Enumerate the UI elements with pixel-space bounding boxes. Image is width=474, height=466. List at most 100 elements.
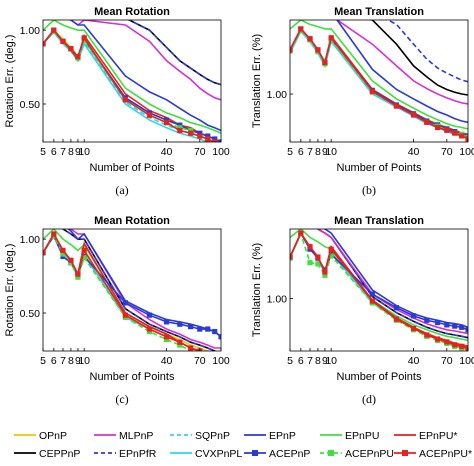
data-point xyxy=(435,336,441,342)
axes-frame xyxy=(42,19,222,143)
series-line-acepnpu-star xyxy=(290,27,468,140)
data-point xyxy=(452,130,458,136)
legend-item-epnpfr: EPnPfR xyxy=(94,448,157,460)
data-point xyxy=(328,35,334,41)
series-group xyxy=(290,229,468,351)
x-tick-label: 40 xyxy=(408,146,420,158)
series-line-epnpu xyxy=(290,229,468,342)
data-point xyxy=(369,291,375,297)
series-line-epnp xyxy=(323,229,468,329)
data-point xyxy=(410,325,417,332)
panel-caption: (d) xyxy=(362,392,376,406)
data-point xyxy=(218,139,221,142)
series-line-ceppnp xyxy=(316,229,468,339)
y-axis-label: Translation Err. (%) xyxy=(251,34,263,128)
y-tick-label: 1.00 xyxy=(20,25,41,37)
y-axis-label: Rotation Err. (deg.) xyxy=(4,35,16,128)
x-tick-label: 6 xyxy=(298,146,304,158)
data-point xyxy=(146,326,153,332)
data-point xyxy=(177,321,183,327)
data-point xyxy=(452,323,458,329)
x-tick-label: 8 xyxy=(68,355,74,367)
data-point xyxy=(307,260,313,266)
chart-panel-4: 5 6 7 8 910 40 70 100 1.00 Mean Translation Number… xyxy=(251,215,474,406)
x-tick-label: 40 xyxy=(408,355,420,367)
legend-item-acepnpu-star: ACEPnPU* xyxy=(394,448,472,460)
chart-title: Mean Translation xyxy=(334,6,424,18)
series-line-acepnp xyxy=(290,27,468,137)
x-tick-label: 10 xyxy=(78,146,90,158)
series-line-epnpu-star xyxy=(43,232,202,351)
series-line-epnp xyxy=(69,20,221,132)
series-line-epnpu xyxy=(290,20,468,130)
x-tick-label: 100 xyxy=(212,355,230,367)
x-tick-label: 100 xyxy=(459,355,474,367)
data-point xyxy=(163,336,170,343)
data-point xyxy=(177,127,183,134)
series-line-ceppnp xyxy=(368,20,468,96)
y-tick-label: 1.00 xyxy=(267,293,288,305)
legend-item-acepnpu: ACEPnPU xyxy=(320,448,394,460)
data-point xyxy=(410,112,417,118)
chart-title: Mean Rotation xyxy=(94,215,170,227)
legend-label: ACEPnP xyxy=(269,448,310,460)
x-tick-label: 7 xyxy=(60,146,66,158)
data-point xyxy=(424,119,430,125)
legend-label: ACEPnPU xyxy=(345,448,394,460)
data-point xyxy=(212,139,218,142)
data-point xyxy=(122,97,128,103)
data-point xyxy=(322,272,328,278)
data-point xyxy=(146,312,153,318)
data-point xyxy=(43,250,46,256)
x-axis-label: Number of Points xyxy=(337,162,422,174)
data-point xyxy=(75,54,81,60)
x-tick-label: 8 xyxy=(315,355,321,367)
data-point xyxy=(81,255,87,261)
data-point xyxy=(452,342,458,348)
series-line-mlpnp xyxy=(43,20,221,101)
legend-label: EPnP xyxy=(269,430,296,442)
series-group xyxy=(43,20,221,142)
data-point xyxy=(163,319,170,325)
data-point xyxy=(212,328,218,335)
data-point xyxy=(197,133,203,139)
data-point xyxy=(177,342,183,348)
legend-marker xyxy=(252,450,258,456)
data-point xyxy=(177,125,183,131)
legend-item-ceppnp: CEPPnP xyxy=(14,448,80,460)
data-point xyxy=(197,130,203,136)
legend-marker xyxy=(328,450,334,456)
data-point xyxy=(75,274,81,280)
series-line-epnpfr xyxy=(386,20,468,83)
series-line-epnpu-star xyxy=(290,231,468,348)
data-point xyxy=(435,319,441,326)
legend: OPnP MLPnP SQPnP EPnP EPnPU EPnPU* CEPPnP EPnPf… xyxy=(14,430,472,460)
legend-item-cvxpnpl: CVXPnPL xyxy=(170,448,242,460)
x-tick-label: 40 xyxy=(161,355,173,367)
y-tick-label: 0.50 xyxy=(20,308,41,320)
legend-label: MLPnP xyxy=(119,430,153,442)
chart-panel-2: 5 6 7 8 910 40 70 100 1.00 Mean Translation Number… xyxy=(251,6,474,197)
data-point xyxy=(322,269,328,275)
data-point xyxy=(410,313,417,319)
x-tick-label: 70 xyxy=(441,355,453,367)
data-point xyxy=(75,271,81,277)
x-tick-label: 5 xyxy=(40,146,46,158)
data-point xyxy=(444,127,450,133)
data-point xyxy=(81,247,87,253)
legend-label: CVXPnPL xyxy=(195,448,242,460)
series-line-epnp xyxy=(336,20,468,124)
x-tick-label: 6 xyxy=(51,146,57,158)
x-tick-label: 10 xyxy=(325,146,337,158)
data-point xyxy=(328,246,334,252)
series-line-acepnpu xyxy=(43,234,194,351)
data-point xyxy=(328,253,334,259)
legend-item-opnp: OPnP xyxy=(14,430,67,442)
data-point xyxy=(43,41,46,47)
data-point xyxy=(122,300,128,306)
x-tick-label: 5 xyxy=(287,146,293,158)
data-point xyxy=(218,334,221,340)
data-point xyxy=(424,317,430,323)
series-line-acepnpu-star xyxy=(290,231,468,349)
series-line-cvxpnpl xyxy=(290,232,468,349)
